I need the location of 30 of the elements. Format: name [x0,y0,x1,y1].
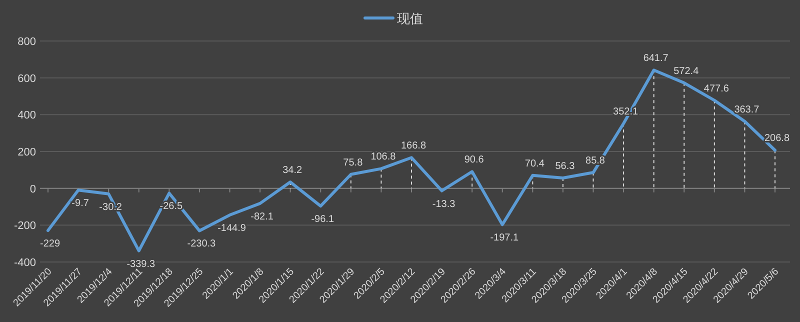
y-tick-label: -400 [14,257,36,269]
data-label: -96.1 [311,214,334,226]
data-label: -229 [40,238,60,250]
data-label: 166.8 [400,140,426,152]
y-tick-label: 0 [30,183,36,196]
data-label: 34.2 [282,165,302,176]
data-label: -144.9 [218,223,246,234]
legend-label: 现值 [397,11,423,26]
data-label: 75.8 [343,157,364,168]
data-label: 206.8 [764,133,790,144]
data-label: 70.4 [524,158,545,170]
data-label: -339.3 [126,258,156,270]
data-label: 56.3 [555,160,576,172]
data-label: 641.7 [643,53,669,64]
y-tick-label: 800 [18,36,36,48]
data-label: 90.6 [464,154,484,166]
data-label: -230.3 [187,238,216,250]
y-tick-label: 200 [18,146,36,158]
data-label: 572.4 [674,66,700,77]
data-label: -82.1 [250,211,274,222]
data-label: 363.7 [734,104,760,116]
y-tick-label: -200 [14,220,36,232]
y-tick-label: 400 [18,110,36,122]
data-label: -13.3 [432,198,456,210]
data-label: 477.6 [704,83,730,94]
data-label: 106.8 [370,152,396,163]
y-tick-label: 600 [18,72,36,85]
data-label: -197.1 [490,232,519,244]
data-label: -9.7 [72,198,90,210]
legend: 现值 [364,11,423,26]
